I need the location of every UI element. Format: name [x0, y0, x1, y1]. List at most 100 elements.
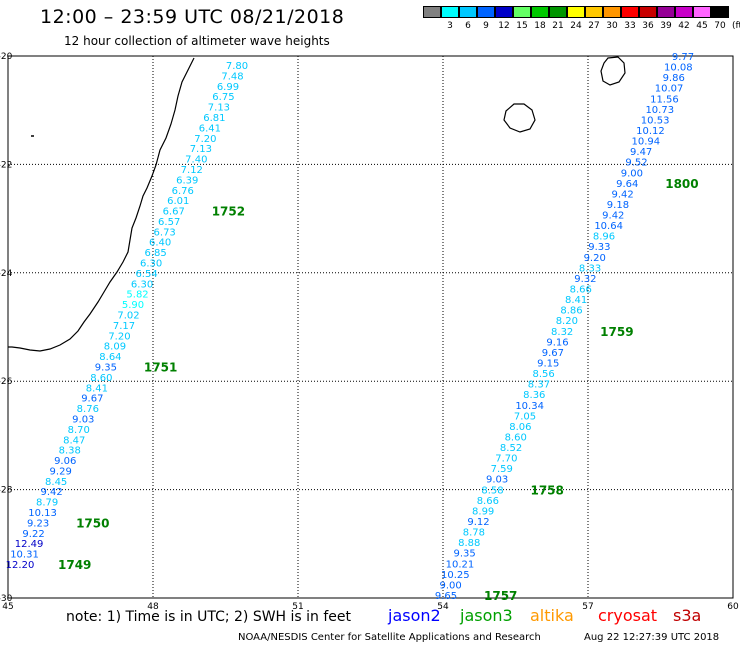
- chart-subtitle: 12 hour collection of altimeter wave hei…: [64, 34, 330, 48]
- swh-value: 6.76: [172, 186, 194, 197]
- swh-value: 8.70: [68, 425, 90, 436]
- swh-value: 6.40: [149, 238, 171, 249]
- legend-cell: 24: [566, 6, 585, 31]
- swh-value: 6.75: [212, 92, 234, 103]
- swh-value: 12.20: [6, 560, 35, 571]
- swh-value: 8.79: [36, 498, 58, 509]
- swh-value: 9.20: [584, 253, 606, 264]
- legend-cell: 70: [710, 6, 729, 31]
- swh-value: 6.41: [199, 123, 221, 134]
- swh-value: 10.07: [655, 84, 684, 95]
- madagascar-coastline: [8, 57, 195, 352]
- swh-value: 8.60: [90, 373, 112, 384]
- swh-value: 8.58: [481, 485, 503, 496]
- swh-value: 9.64: [616, 179, 638, 190]
- swh-value: 10.21: [446, 559, 475, 570]
- swh-value: 9.35: [453, 549, 475, 560]
- swh-value: 8.09: [104, 342, 126, 353]
- swh-value: 8.41: [565, 295, 587, 306]
- pass-time-label: 1750: [76, 516, 109, 530]
- swh-value: 8.38: [59, 446, 81, 457]
- longitude-label: 54: [437, 602, 449, 612]
- legend-swatch: [530, 6, 549, 18]
- legend-swatch: [476, 6, 495, 18]
- swh-value: 7.20: [108, 331, 130, 342]
- legend-swatch: [566, 6, 585, 18]
- pass-time-label: 1758: [530, 483, 563, 497]
- swh-value: 5.90: [122, 300, 144, 311]
- latitude-label: -28: [0, 486, 13, 496]
- pass-time-label: 1757: [484, 589, 517, 603]
- swh-value: 10.08: [664, 63, 693, 74]
- swh-value: 7.48: [221, 71, 243, 82]
- legend-cell: 12: [494, 6, 513, 31]
- swh-value: 9.03: [486, 475, 508, 486]
- swh-value: 9.67: [81, 394, 103, 405]
- legend-label: 70: [714, 21, 726, 31]
- legend-swatch: [422, 6, 441, 18]
- legend-cell: 42: [674, 6, 693, 31]
- swh-value: 7.13: [208, 103, 230, 114]
- pass-time-label: 1749: [58, 558, 91, 572]
- swh-value: 6.85: [144, 248, 166, 259]
- swh-value: 9.29: [50, 466, 72, 477]
- legend-unit: (ft): [732, 21, 740, 31]
- swh-value: 9.18: [607, 200, 629, 211]
- legend-cell: 45: [692, 6, 711, 31]
- swh-value: 9.06: [54, 456, 76, 467]
- legend-label: 9: [483, 21, 489, 31]
- swh-value: 9.15: [537, 358, 559, 369]
- swh-value: 6.30: [131, 279, 153, 290]
- legend-swatch: [656, 6, 675, 18]
- legend-cell: 15: [512, 6, 531, 31]
- swh-value: 9.00: [440, 580, 462, 591]
- swh-value: 9.33: [588, 242, 610, 253]
- pass-time-label: 1752: [212, 205, 245, 219]
- longitude-label: 45: [2, 602, 13, 612]
- swh-value: 9.16: [546, 337, 568, 348]
- legend-cell: 33: [620, 6, 639, 31]
- legend-swatch: [674, 6, 693, 18]
- swh-value: 5.82: [126, 290, 148, 301]
- swh-value: 7.70: [495, 454, 517, 465]
- swh-value: 8.33: [579, 263, 601, 274]
- source-credit: NOAA/NESDIS Center for Satellite Applica…: [238, 632, 541, 643]
- swh-value: 6.01: [167, 196, 189, 207]
- legend-swatch: [638, 6, 657, 18]
- legend-label: 15: [516, 21, 528, 31]
- legend-swatch: [692, 6, 711, 18]
- swh-value: 8.88: [458, 538, 480, 549]
- legend-cell: 21: [548, 6, 567, 31]
- swh-value: 9.42: [41, 487, 63, 498]
- swh-value: 9.35: [95, 362, 117, 373]
- pass-time-label: 1800: [665, 177, 698, 191]
- swh-value: 6.54: [135, 269, 157, 280]
- legend-swatch: [620, 6, 639, 18]
- longitude-label: 60: [727, 602, 739, 612]
- latitude-label: -22: [0, 160, 12, 170]
- legend-label: 45: [696, 21, 708, 31]
- generated-timestamp: Aug 22 12:27:39 UTC 2018: [584, 632, 720, 643]
- map-frame: [7, 55, 734, 599]
- swh-value: 9.12: [467, 517, 489, 528]
- legend-cell: [422, 6, 441, 31]
- swh-value: 6.73: [154, 227, 176, 238]
- swh-value: 8.52: [500, 443, 522, 454]
- swh-value: 10.13: [28, 508, 57, 519]
- legend-cell: 27: [584, 6, 603, 31]
- swh-value: 10.73: [645, 105, 674, 116]
- legend-cell: 18: [530, 6, 549, 31]
- swh-value: 7.80: [226, 61, 248, 72]
- swh-value: 6.67: [163, 207, 185, 218]
- swh-value: 8.56: [532, 369, 554, 380]
- swh-value: 8.86: [560, 306, 582, 317]
- swh-value: 8.96: [593, 232, 615, 243]
- swh-value: 7.40: [185, 155, 207, 166]
- swh-value: 9.03: [72, 414, 94, 425]
- latitude-label: -24: [0, 269, 13, 279]
- swh-value: 8.36: [523, 390, 545, 401]
- swh-value: 8.06: [509, 422, 531, 433]
- legend-label: 39: [660, 21, 672, 31]
- swh-value: 7.12: [181, 165, 203, 176]
- swh-value: 9.67: [542, 348, 564, 359]
